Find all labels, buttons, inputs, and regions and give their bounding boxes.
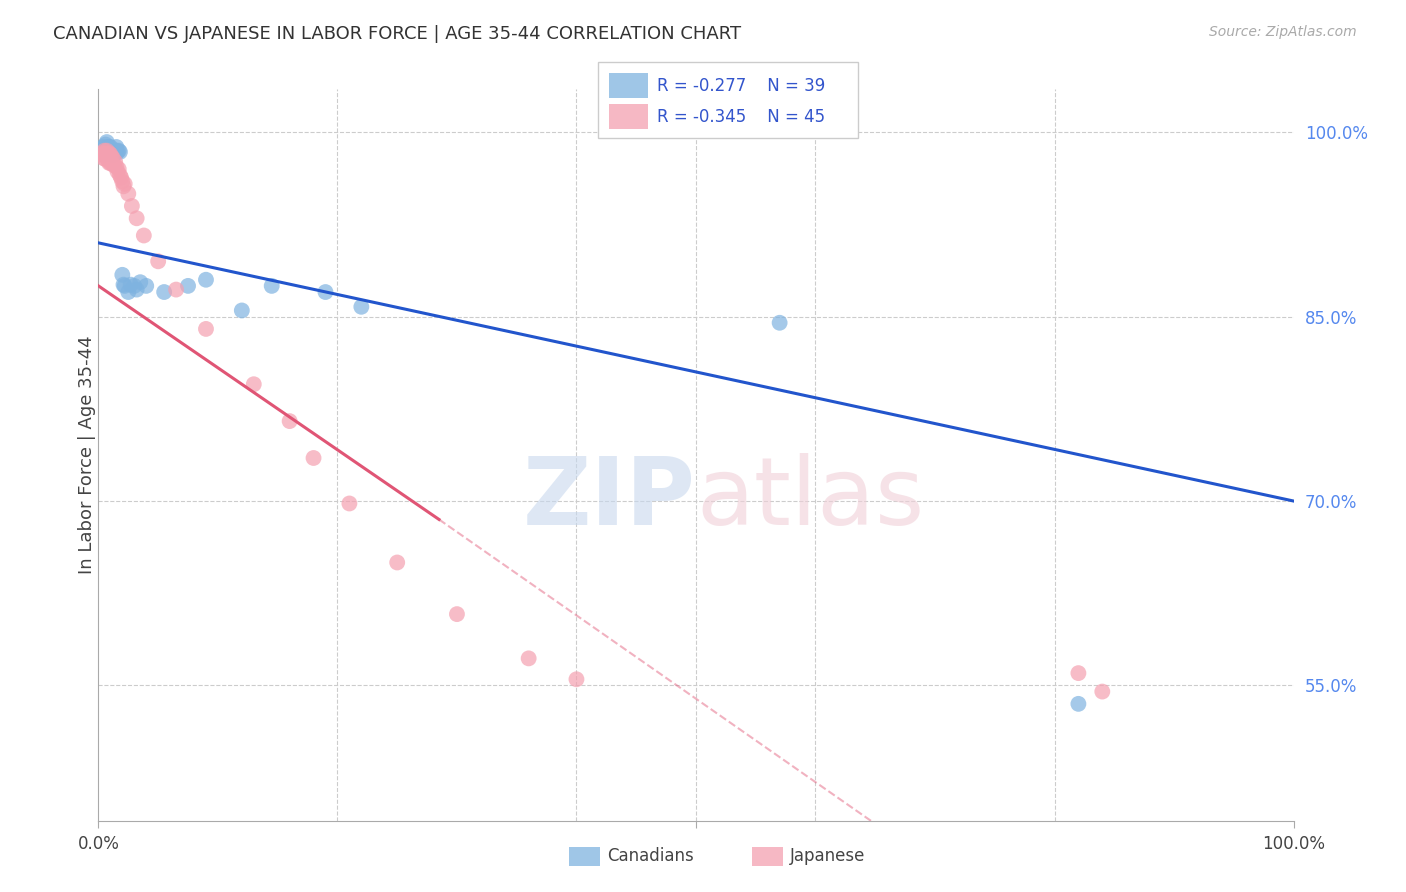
- Point: [91, 146, 114, 161]
- Point: [148, 254, 170, 268]
- Point: [100, 147, 122, 161]
- Point: [103, 147, 125, 161]
- Point: [107, 164, 129, 178]
- Point: [103, 158, 125, 172]
- Point: [91, 147, 114, 161]
- Point: [98, 140, 122, 154]
- Text: Canadians: Canadians: [607, 847, 695, 865]
- Point: [125, 211, 148, 226]
- Point: [111, 174, 134, 188]
- Point: [98, 156, 122, 170]
- Point: [94, 153, 117, 167]
- Point: [97, 147, 120, 161]
- Point: [1091, 684, 1114, 698]
- Point: [107, 162, 129, 177]
- Point: [104, 145, 127, 159]
- Point: [129, 275, 152, 289]
- Point: [278, 414, 301, 428]
- Point: [107, 144, 129, 158]
- Point: [385, 556, 409, 570]
- Y-axis label: In Labor Force | Age 35-44: In Labor Force | Age 35-44: [79, 335, 96, 574]
- Point: [105, 160, 128, 174]
- Point: [1067, 666, 1090, 681]
- Text: ZIP: ZIP: [523, 453, 696, 545]
- Point: [105, 140, 128, 154]
- Point: [96, 144, 118, 158]
- Point: [124, 279, 146, 293]
- Text: atlas: atlas: [696, 453, 924, 545]
- Point: [100, 156, 122, 170]
- Point: [117, 186, 139, 201]
- Point: [565, 673, 588, 687]
- Point: [315, 285, 337, 299]
- Point: [101, 151, 124, 165]
- Point: [117, 285, 139, 299]
- Point: [91, 151, 114, 165]
- Point: [177, 279, 200, 293]
- Point: [446, 607, 468, 621]
- Point: [114, 279, 136, 293]
- Point: [96, 150, 118, 164]
- Point: [339, 496, 361, 510]
- Point: [121, 199, 143, 213]
- Point: [768, 316, 790, 330]
- Point: [103, 144, 125, 158]
- Point: [112, 277, 135, 292]
- Point: [98, 144, 122, 158]
- Point: [260, 279, 283, 293]
- Point: [112, 179, 135, 194]
- Point: [93, 144, 115, 158]
- Point: [243, 377, 266, 392]
- Point: [120, 277, 142, 292]
- Point: [97, 146, 120, 161]
- Text: Source: ZipAtlas.com: Source: ZipAtlas.com: [1209, 25, 1357, 39]
- Point: [94, 137, 117, 152]
- Point: [114, 177, 136, 191]
- Point: [125, 283, 148, 297]
- Point: [110, 170, 132, 185]
- Point: [101, 145, 124, 159]
- Point: [153, 285, 176, 299]
- Point: [97, 140, 120, 154]
- Point: [98, 147, 122, 161]
- Point: [1067, 697, 1090, 711]
- Text: CANADIAN VS JAPANESE IN LABOR FORCE | AGE 35-44 CORRELATION CHART: CANADIAN VS JAPANESE IN LABOR FORCE | AG…: [53, 25, 741, 43]
- Point: [91, 140, 114, 154]
- Point: [108, 145, 131, 159]
- Point: [96, 144, 118, 158]
- Point: [93, 148, 115, 162]
- Point: [195, 273, 218, 287]
- Text: Japanese: Japanese: [790, 847, 866, 865]
- Point: [107, 145, 129, 159]
- Point: [100, 144, 122, 158]
- Point: [135, 279, 157, 293]
- Point: [111, 268, 134, 282]
- Point: [96, 135, 118, 149]
- Point: [132, 228, 155, 243]
- Point: [105, 144, 128, 158]
- Point: [350, 300, 373, 314]
- Text: R = -0.345    N = 45: R = -0.345 N = 45: [657, 108, 825, 126]
- Point: [98, 140, 121, 154]
- Point: [98, 146, 121, 161]
- Text: R = -0.277    N = 39: R = -0.277 N = 39: [657, 77, 825, 95]
- Point: [517, 651, 540, 665]
- Point: [97, 153, 120, 167]
- Point: [104, 154, 127, 169]
- Point: [100, 150, 122, 164]
- Point: [108, 168, 131, 182]
- Point: [94, 146, 117, 161]
- Point: [98, 156, 121, 170]
- Point: [302, 450, 325, 465]
- Point: [231, 303, 253, 318]
- Point: [195, 322, 218, 336]
- Point: [165, 283, 187, 297]
- Point: [93, 147, 115, 161]
